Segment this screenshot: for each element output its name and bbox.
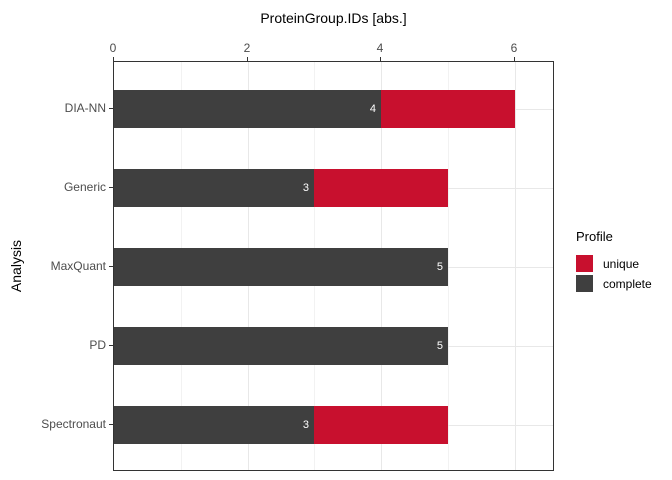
y-category-label-Spectronaut: Spectronaut <box>41 417 106 431</box>
bar-segment-complete-Spectronaut <box>114 406 314 444</box>
bar-segment-complete-Generic <box>114 169 314 207</box>
x-tick-label-0: 0 <box>109 41 117 55</box>
y-category-label-DIA-NN: DIA-NN <box>64 101 106 115</box>
bar-value-label-Spectronaut: 3 <box>302 419 309 431</box>
y-category-label-MaxQuant: MaxQuant <box>50 259 106 273</box>
y-tick-mark-DIA-NN <box>109 108 113 109</box>
legend-swatch-unique <box>576 255 593 272</box>
bar-value-label-MaxQuant: 5 <box>436 261 443 273</box>
x-tick-mark-0 <box>113 57 114 61</box>
bar-value-label-Generic: 3 <box>302 182 309 194</box>
bar-value-label-DIA-NN: 4 <box>369 103 376 115</box>
legend-label-complete: complete <box>603 276 652 291</box>
y-tick-mark-MaxQuant <box>109 266 113 267</box>
bar-segment-unique-Spectronaut <box>314 406 448 444</box>
bar-segment-complete-MaxQuant <box>114 248 448 286</box>
y-category-label-Generic: Generic <box>63 180 106 194</box>
legend-label-unique: unique <box>603 256 640 271</box>
legend-entry-unique: unique <box>576 255 652 272</box>
x-tick-label-6: 6 <box>510 41 518 55</box>
legend-entry-complete: complete <box>576 275 652 292</box>
legend: Profile unique complete <box>576 229 652 295</box>
bar-segment-complete-PD <box>114 327 448 365</box>
plot-panel: 4 3 5 5 3 <box>113 61 554 471</box>
bar-segment-complete-DIA-NN <box>114 90 381 128</box>
y-tick-mark-Spectronaut <box>109 424 113 425</box>
bar-segment-unique-DIA-NN <box>381 90 515 128</box>
legend-entries: unique complete <box>576 255 652 292</box>
x-tick-label-2: 2 <box>243 41 251 55</box>
y-tick-mark-PD <box>109 345 113 346</box>
gridline-minor-x5 <box>448 62 449 470</box>
chart-title: ProteinGroup.IDs [abs.] <box>260 10 407 26</box>
x-tick-mark-6 <box>514 57 515 61</box>
x-tick-label-4: 4 <box>376 41 384 55</box>
gridline-major-x6 <box>515 62 516 470</box>
y-category-label-PD: PD <box>89 338 106 352</box>
y-tick-mark-Generic <box>109 187 113 188</box>
x-tick-mark-2 <box>247 57 248 61</box>
bar-segment-unique-Generic <box>314 169 448 207</box>
x-tick-mark-4 <box>380 57 381 61</box>
bar-value-label-PD: 5 <box>436 340 443 352</box>
legend-title: Profile <box>576 229 613 244</box>
legend-swatch-complete <box>576 275 593 292</box>
